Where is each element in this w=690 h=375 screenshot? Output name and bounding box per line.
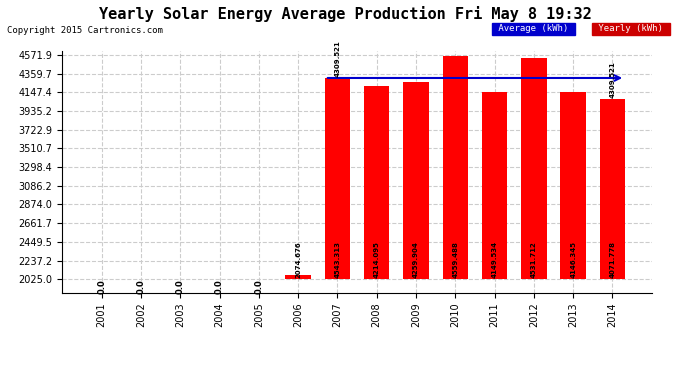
Bar [560, 92, 586, 279]
Text: 4559.488: 4559.488 [453, 241, 458, 278]
Text: 4259.904: 4259.904 [413, 241, 419, 278]
Bar [482, 92, 507, 279]
Bar [286, 275, 311, 279]
Text: Average (kWh): Average (kWh) [493, 24, 574, 33]
Text: 0.0: 0.0 [215, 279, 224, 294]
Text: 4214.095: 4214.095 [374, 241, 380, 278]
Bar [600, 99, 625, 279]
Bar [325, 78, 351, 279]
Text: 4309.521: 4309.521 [609, 61, 615, 98]
Text: 4149.534: 4149.534 [491, 241, 497, 278]
Text: 0.0: 0.0 [137, 279, 146, 294]
Text: 4531.712: 4531.712 [531, 241, 537, 278]
Text: Yearly (kWh): Yearly (kWh) [593, 24, 669, 33]
Bar [403, 82, 428, 279]
Text: 4146.345: 4146.345 [570, 241, 576, 278]
Text: Yearly Solar Energy Average Production Fri May 8 19:32: Yearly Solar Energy Average Production F… [99, 6, 591, 22]
Text: 2074.676: 2074.676 [295, 242, 301, 278]
Text: 0.0: 0.0 [255, 279, 264, 294]
Text: 4309.521: 4309.521 [335, 40, 340, 77]
Bar [442, 56, 468, 279]
Text: 0.0: 0.0 [97, 279, 106, 294]
Text: Copyright 2015 Cartronics.com: Copyright 2015 Cartronics.com [7, 26, 163, 35]
Text: 4543.313: 4543.313 [335, 241, 340, 278]
Bar [521, 58, 546, 279]
Text: 4071.778: 4071.778 [609, 241, 615, 278]
Text: 0.0: 0.0 [176, 279, 185, 294]
Bar [364, 86, 389, 279]
